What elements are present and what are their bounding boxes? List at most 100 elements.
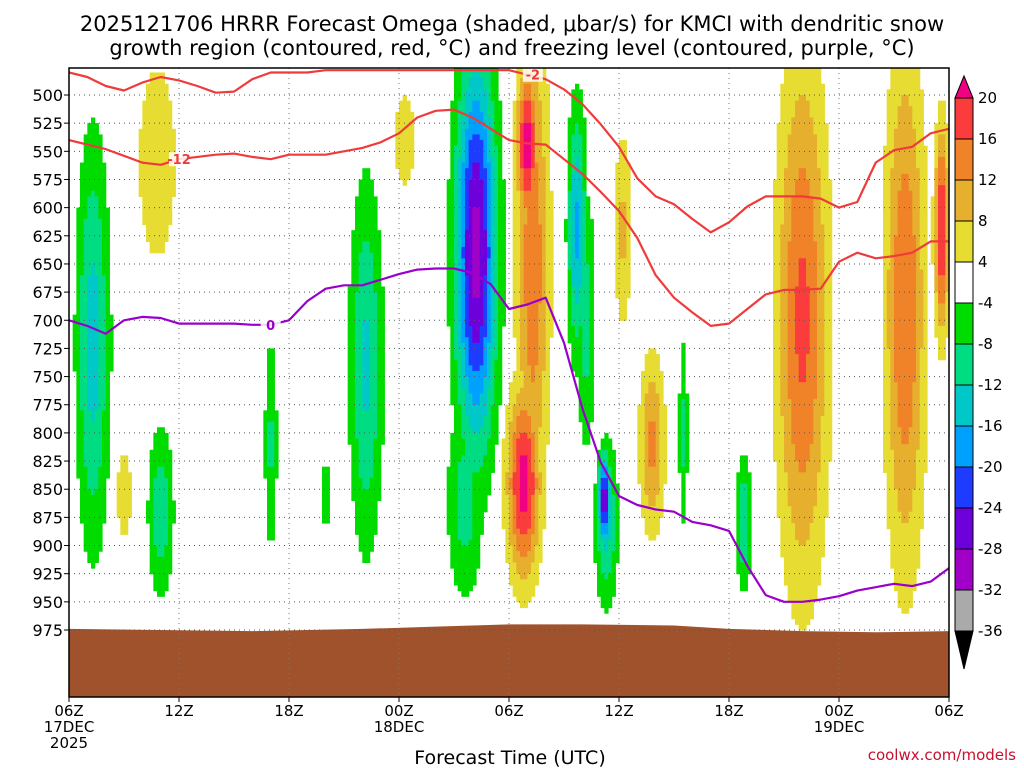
omega-cell <box>604 449 609 462</box>
omega-cell <box>523 579 528 609</box>
omega-cell <box>597 483 602 518</box>
omega-cell <box>468 539 473 592</box>
omega-cell <box>520 579 525 609</box>
omega-cell <box>600 523 605 535</box>
omega-cell <box>468 179 473 327</box>
freezing-level-contour-label-bg <box>260 317 281 332</box>
omega-cell <box>461 68 466 119</box>
omega-cell <box>516 190 521 395</box>
omega-cell <box>487 438 492 496</box>
omega-cell <box>809 68 814 119</box>
omega-cell <box>527 100 532 124</box>
omega-cell <box>483 455 488 513</box>
omega-cell <box>347 286 352 445</box>
omega-cell <box>743 455 748 485</box>
omega-cell <box>802 95 807 169</box>
omega-cell <box>798 68 803 96</box>
omega-cell <box>604 551 609 580</box>
omega-cell <box>270 466 275 541</box>
omega-cell <box>611 551 616 597</box>
omega-cell <box>802 545 807 631</box>
chart-title-line-2: growth region (contoured, red, °C) and f… <box>109 36 914 60</box>
x-tick-label: 17DEC <box>44 718 95 736</box>
dgz-contour-0-label: -12 <box>167 153 191 168</box>
omega-cell <box>461 545 466 597</box>
omega-cell <box>523 190 528 209</box>
omega-cell <box>901 444 906 524</box>
grid <box>69 68 949 697</box>
omega-cell <box>813 68 818 136</box>
omega-cell <box>472 472 477 586</box>
omega-cell <box>520 78 525 102</box>
y-tick-label: 575 <box>32 170 63 189</box>
omega-cell <box>934 292 939 338</box>
omega-cell <box>373 438 378 535</box>
omega-cell <box>582 190 587 378</box>
omega-cell <box>523 100 528 124</box>
omega-cell <box>465 545 470 597</box>
omega-cell <box>366 320 371 411</box>
omega-cell <box>516 438 521 530</box>
omega-cell <box>798 472 803 547</box>
omega-cell <box>938 156 943 186</box>
omega-cell <box>938 325 943 361</box>
omega-cell <box>369 477 374 552</box>
omega-cell <box>575 337 580 378</box>
colorbar-label: 8 <box>978 212 988 230</box>
omega-cell <box>791 444 796 524</box>
omega-cell <box>615 162 620 299</box>
omega-cell <box>164 432 169 479</box>
omega-cell <box>472 134 477 164</box>
omega-cell <box>358 179 363 254</box>
omega-cell <box>608 539 613 575</box>
omega-cell <box>476 72 481 102</box>
omega-cell <box>817 68 822 169</box>
omega-cell <box>600 511 605 524</box>
omega-cell <box>571 325 576 372</box>
omega-cell <box>534 489 539 547</box>
dgz-contour-1-label: -2 <box>526 69 540 84</box>
omega-cell <box>813 241 818 400</box>
omega-cell <box>608 466 613 485</box>
omega-cell <box>498 100 503 406</box>
omega-cell <box>465 275 470 338</box>
omega-cell <box>527 123 532 169</box>
omega-cell <box>597 466 602 485</box>
omega-cell <box>600 573 605 609</box>
omega-cell <box>901 68 906 96</box>
omega-cell <box>520 511 525 535</box>
omega-cell <box>615 483 620 564</box>
omega-cell <box>941 100 946 136</box>
y-tick-label: 700 <box>32 311 63 330</box>
omega-cell <box>355 292 360 440</box>
omega-cell <box>919 348 924 530</box>
omega-cell <box>798 95 803 169</box>
y-tick-label: 500 <box>32 86 63 105</box>
omega-cell <box>483 68 488 90</box>
colorbar-swatch <box>954 343 974 386</box>
omega-cell <box>83 218 88 468</box>
omega-cell <box>83 134 88 220</box>
omega-cell <box>479 140 484 181</box>
omega-cell <box>160 466 165 558</box>
omega-cell <box>644 494 649 535</box>
omega-cell <box>91 263 96 423</box>
omega-cell <box>105 207 110 479</box>
omega-cell <box>655 393 660 496</box>
omega-cell <box>604 489 609 513</box>
omega-cell <box>824 123 829 518</box>
omega-cell <box>571 134 576 175</box>
omega-cell <box>512 370 517 406</box>
omega-cell <box>274 410 279 479</box>
omega-cell <box>780 416 785 558</box>
omega-cell <box>465 230 470 276</box>
credit-link[interactable]: coolwx.com/models <box>868 746 1016 764</box>
omega-cell <box>798 382 803 473</box>
colorbar-swatch <box>954 97 974 140</box>
omega-cell <box>600 477 605 490</box>
omega-cell <box>564 218 569 243</box>
omega-cell <box>608 483 613 541</box>
omega-cell <box>461 387 466 440</box>
omega-cell <box>886 348 891 530</box>
omega-cell <box>509 545 514 586</box>
